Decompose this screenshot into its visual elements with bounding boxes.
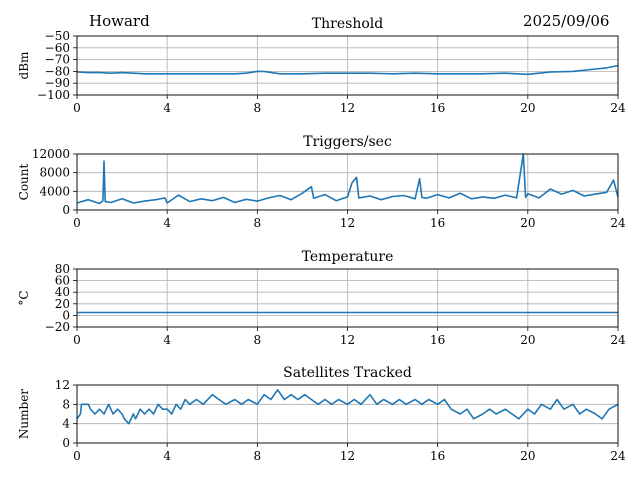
x-tick-label: 12 bbox=[340, 101, 355, 115]
y-axis-label: Number bbox=[17, 389, 31, 439]
x-tick-label: 20 bbox=[520, 101, 535, 115]
station-name: Howard bbox=[89, 12, 150, 30]
chart-title: Satellites Tracked bbox=[283, 365, 412, 381]
y-tick-label: 12 bbox=[55, 378, 70, 392]
x-tick-label: 0 bbox=[73, 101, 81, 115]
y-tick-label: −90 bbox=[45, 76, 70, 90]
x-tick-label: 4 bbox=[163, 333, 171, 347]
x-tick-label: 20 bbox=[520, 449, 535, 463]
y-axis-label: Count bbox=[17, 163, 31, 200]
x-tick-label: 8 bbox=[254, 216, 262, 230]
x-tick-label: 4 bbox=[163, 216, 171, 230]
chart-panel: 0 4 8 12 16 20 24 0 4000 8000 12000 Triggers/sec Cou… bbox=[17, 134, 626, 230]
y-tick-label: 80 bbox=[55, 262, 70, 276]
y-tick-label: 40 bbox=[55, 285, 70, 299]
x-tick-label: 24 bbox=[610, 449, 626, 463]
x-tick-label: 20 bbox=[520, 333, 535, 347]
x-tick-label: 16 bbox=[430, 333, 445, 347]
y-tick-label: −20 bbox=[45, 320, 70, 334]
y-tick-label: 4 bbox=[62, 417, 70, 431]
x-tick-label: 0 bbox=[73, 449, 81, 463]
y-tick-label: 0 bbox=[62, 203, 70, 217]
y-tick-label: 12000 bbox=[32, 147, 70, 161]
x-tick-label: 0 bbox=[73, 333, 81, 347]
y-tick-label: 20 bbox=[55, 297, 70, 311]
y-tick-label: 60 bbox=[55, 274, 70, 288]
x-tick-label: 12 bbox=[340, 216, 355, 230]
y-tick-label: 8000 bbox=[39, 166, 70, 180]
y-tick-label: 4000 bbox=[39, 184, 70, 198]
x-tick-label: 8 bbox=[254, 333, 262, 347]
chart-title: Temperature bbox=[302, 249, 394, 265]
x-tick-label: 16 bbox=[430, 216, 445, 230]
y-tick-label: 8 bbox=[62, 397, 70, 411]
series-line bbox=[76, 64, 619, 76]
x-tick-label: 24 bbox=[610, 333, 626, 347]
series-line bbox=[76, 153, 619, 205]
y-tick-label: −100 bbox=[37, 88, 70, 102]
y-tick-label: 0 bbox=[62, 308, 70, 322]
chart-panel: 0 4 8 12 16 20 24 0 4 8 12 Satellites Tracked Number bbox=[17, 365, 626, 463]
date-label: 2025/09/06 bbox=[523, 12, 610, 30]
series-line bbox=[76, 388, 619, 425]
x-tick-label: 12 bbox=[340, 333, 355, 347]
y-tick-label: −50 bbox=[45, 29, 70, 43]
x-tick-label: 16 bbox=[430, 101, 445, 115]
x-tick-label: 4 bbox=[163, 449, 171, 463]
y-tick-label: −60 bbox=[45, 41, 70, 55]
y-axis-label: °C bbox=[17, 290, 31, 305]
x-tick-label: 24 bbox=[610, 101, 626, 115]
x-tick-label: 24 bbox=[610, 216, 626, 230]
x-tick-label: 4 bbox=[163, 101, 171, 115]
x-tick-label: 16 bbox=[430, 449, 445, 463]
x-tick-label: 20 bbox=[520, 216, 535, 230]
x-tick-label: 8 bbox=[254, 101, 262, 115]
y-axis-label: dBm bbox=[17, 51, 31, 80]
chart-title: Triggers/sec bbox=[303, 134, 392, 150]
y-tick-label: 0 bbox=[62, 436, 70, 450]
x-tick-label: 12 bbox=[340, 449, 355, 463]
x-tick-label: 8 bbox=[254, 449, 262, 463]
y-tick-label: −80 bbox=[45, 64, 70, 78]
chart-title: Threshold bbox=[312, 16, 383, 32]
y-tick-label: −70 bbox=[45, 53, 70, 67]
chart-panel: 0 4 8 12 16 20 24 −50−60−70−80−90−100 Threshold d… bbox=[17, 16, 626, 115]
x-tick-label: 0 bbox=[73, 216, 81, 230]
